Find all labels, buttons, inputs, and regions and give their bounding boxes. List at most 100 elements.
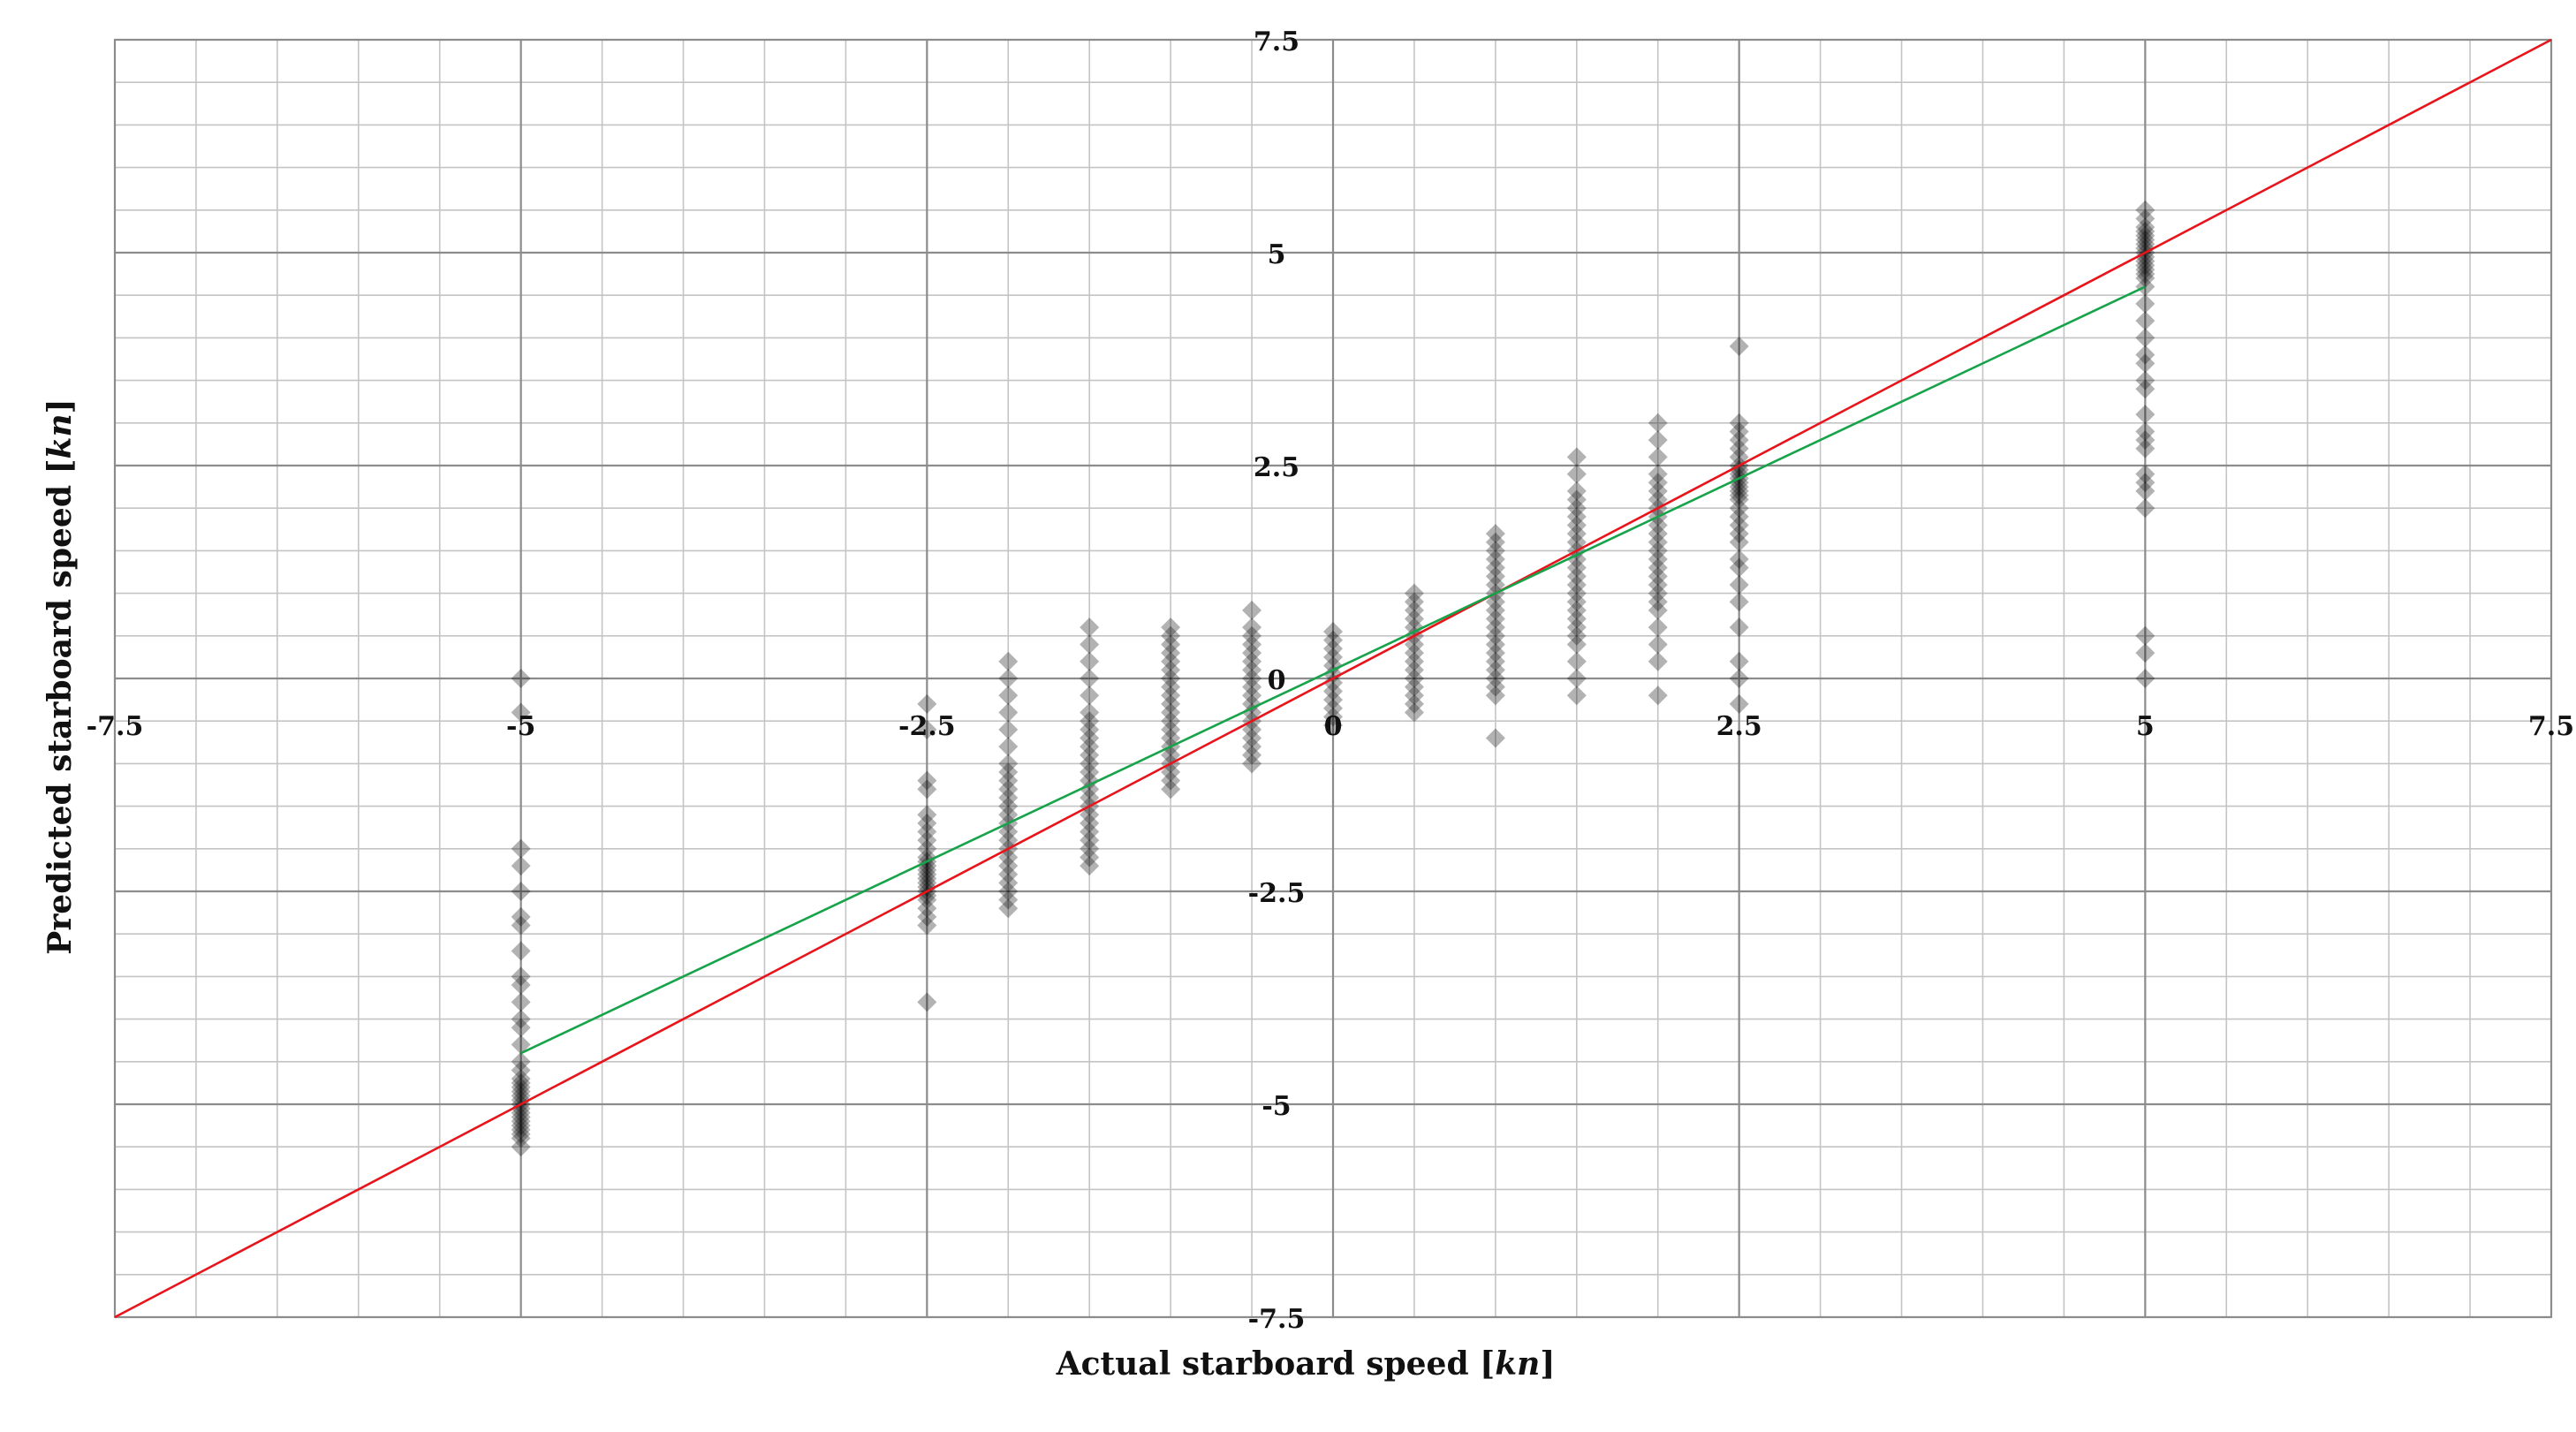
data-point-diamond — [1161, 669, 1181, 688]
data-point-diamond — [511, 966, 531, 987]
data-point-diamond — [1648, 557, 1668, 578]
data-point-diamond — [1485, 549, 1505, 570]
data-point-diamond — [1648, 524, 1668, 544]
y-tick-label: 0 — [1268, 665, 1286, 696]
data-point-diamond — [1323, 672, 1343, 693]
data-point-diamond — [917, 885, 937, 905]
data-point-diamond — [1080, 762, 1100, 783]
data-point-diamond — [998, 898, 1019, 919]
data-point-diamond — [998, 702, 1019, 723]
data-point-diamond — [2135, 230, 2156, 250]
data-point-diamond — [511, 915, 531, 936]
data-point-diamond — [1648, 600, 1668, 620]
data-point-diamond — [2135, 239, 2156, 259]
data-point-diamond — [1729, 618, 1749, 638]
data-point-diamond — [511, 1018, 531, 1038]
data-point-diamond — [1323, 698, 1343, 718]
data-point-diamond — [998, 779, 1019, 799]
data-point-diamond — [917, 868, 937, 889]
data-point-diamond — [1080, 634, 1100, 655]
data-point-diamond — [1404, 669, 1424, 688]
data-point-diamond — [1080, 856, 1100, 876]
data-point-diamond — [1323, 630, 1343, 650]
data-point-diamond — [917, 856, 937, 876]
data-point-diamond — [2135, 311, 2156, 331]
data-point-diamond — [917, 779, 937, 799]
data-point-diamond — [917, 864, 937, 884]
data-point-diamond — [1080, 737, 1100, 757]
data-point-diamond — [511, 1116, 531, 1136]
data-point-diamond — [998, 754, 1019, 774]
data-point-diamond — [917, 992, 937, 1012]
data-point-diamond — [1485, 541, 1505, 561]
data-point-diamond — [998, 882, 1019, 901]
data-point-diamond — [1080, 719, 1100, 739]
data-point-diamond — [1080, 838, 1100, 859]
data-point-diamond — [1161, 770, 1181, 791]
data-point-diamond — [1161, 643, 1181, 663]
data-point-diamond — [917, 830, 937, 851]
data-point-diamond — [511, 882, 531, 901]
data-point-diamond — [1648, 686, 1668, 706]
data-point-diamond — [1485, 557, 1505, 578]
data-point-diamond — [1161, 660, 1181, 680]
x-axis-unit: kn — [1495, 1345, 1540, 1383]
data-point-diamond — [2135, 473, 2156, 493]
data-point-diamond — [1566, 592, 1587, 612]
data-point-diamond — [1161, 618, 1181, 638]
data-point-diamond — [1242, 677, 1262, 697]
data-point-diamond — [1404, 592, 1424, 612]
data-point-diamond — [511, 1128, 531, 1148]
data-point-diamond — [1729, 693, 1749, 714]
data-point-diamond — [917, 838, 937, 859]
y-tick-label: 7.5 — [1254, 27, 1299, 57]
data-point-diamond — [1161, 677, 1181, 697]
data-point-diamond — [2135, 643, 2156, 663]
y-tick-label: 2.5 — [1254, 452, 1299, 483]
data-point-diamond — [1648, 430, 1668, 451]
data-point-diamond — [2135, 353, 2156, 374]
data-point-diamond — [1323, 681, 1343, 701]
data-point-diamond — [1161, 702, 1181, 723]
data-point-diamond — [998, 787, 1019, 807]
data-point-diamond — [917, 906, 937, 927]
data-point-diamond — [1242, 618, 1262, 638]
data-point-diamond — [1323, 707, 1343, 727]
data-point-diamond — [1729, 473, 1749, 493]
data-point-diamond — [1648, 574, 1668, 595]
data-point-diamond — [1566, 524, 1587, 544]
data-point-diamond — [1729, 557, 1749, 578]
y-tick-label: -5 — [1261, 1091, 1291, 1122]
data-point-diamond — [2135, 225, 2156, 246]
data-point-diamond — [1080, 618, 1100, 638]
data-point-diamond — [511, 1090, 531, 1110]
data-point-diamond — [511, 1098, 531, 1118]
data-point-diamond — [511, 1111, 531, 1132]
data-point-diamond — [1566, 506, 1587, 527]
data-point-diamond — [511, 1072, 531, 1093]
data-point-diamond — [1566, 574, 1587, 595]
data-point-diamond — [1729, 477, 1749, 497]
data-point-diamond — [1404, 677, 1424, 697]
data-point-diamond — [2135, 260, 2156, 280]
data-point-diamond — [1080, 779, 1100, 799]
data-point-diamond — [1729, 489, 1749, 510]
data-point-diamond — [1404, 693, 1424, 714]
data-point-diamond — [998, 822, 1019, 842]
data-point-diamond — [1080, 702, 1100, 723]
data-point-diamond — [998, 762, 1019, 783]
data-point-diamond — [998, 669, 1019, 688]
data-point-diamond — [1485, 609, 1505, 629]
data-point-diamond — [2135, 625, 2156, 646]
data-point-diamond — [1080, 813, 1100, 833]
data-point-diamond — [2135, 221, 2156, 241]
data-point-diamond — [1648, 583, 1668, 603]
data-point-diamond — [1323, 621, 1343, 641]
data-point-diamond — [1729, 413, 1749, 433]
data-point-diamond — [917, 860, 937, 880]
data-point-diamond — [1648, 651, 1668, 671]
data-point-diamond — [998, 651, 1019, 671]
data-point-diamond — [1242, 669, 1262, 688]
data-point-diamond — [998, 770, 1019, 791]
x-tick-label: 0 — [1324, 711, 1343, 742]
